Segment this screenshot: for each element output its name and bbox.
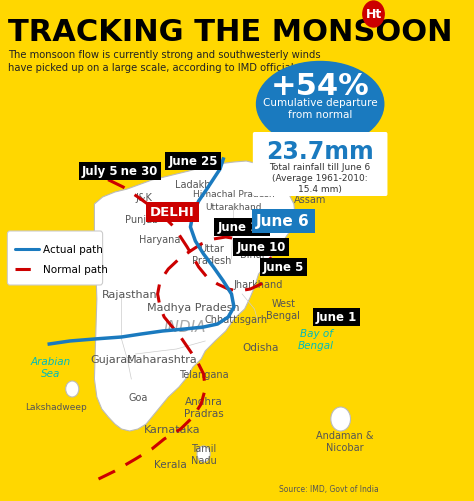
Text: Uttarakhand: Uttarakhand <box>206 203 262 212</box>
Text: INDIA: INDIA <box>164 320 206 335</box>
Text: Haryana: Haryana <box>139 234 181 244</box>
Text: 23.7mm: 23.7mm <box>266 140 374 164</box>
Text: Jharkhand: Jharkhand <box>234 280 283 290</box>
Polygon shape <box>94 162 295 431</box>
Text: July 5: July 5 <box>82 165 118 178</box>
Text: Actual path: Actual path <box>43 244 102 255</box>
Circle shape <box>363 2 384 28</box>
Text: Bay of
Bengal: Bay of Bengal <box>298 329 334 350</box>
Text: Madhya Pradesh: Madhya Pradesh <box>146 303 239 313</box>
Text: Himachal Pradesh: Himachal Pradesh <box>193 190 275 199</box>
Text: Assam: Assam <box>294 194 327 204</box>
Text: Chhattisgarh: Chhattisgarh <box>205 314 268 324</box>
FancyBboxPatch shape <box>8 231 102 286</box>
Text: TRACKING THE MONSOON: TRACKING THE MONSOON <box>8 18 453 47</box>
Text: Arunachal
Pradesh: Arunachal Pradesh <box>312 172 358 191</box>
Text: +54%: +54% <box>271 72 370 101</box>
Polygon shape <box>271 158 316 188</box>
FancyBboxPatch shape <box>253 133 387 196</box>
Text: June 6: June 6 <box>256 214 310 229</box>
Text: J&K: J&K <box>135 192 152 202</box>
Text: West
Bengal: West Bengal <box>266 299 300 320</box>
Text: Lakshadweep: Lakshadweep <box>25 403 87 412</box>
Text: Punjab: Punjab <box>125 214 158 224</box>
Text: Bihar: Bihar <box>240 249 266 260</box>
Text: Telangana: Telangana <box>179 369 228 379</box>
Text: Maharashtra: Maharashtra <box>127 354 198 364</box>
Text: Total rainfall till June 6
(Average 1961-2010:
15.4 mm): Total rainfall till June 6 (Average 1961… <box>270 163 371 194</box>
Text: June 1: June 1 <box>316 311 357 324</box>
Circle shape <box>197 446 210 462</box>
Text: Uttar
Pradesh: Uttar Pradesh <box>192 243 231 265</box>
Text: Source: IMD, Govt of India: Source: IMD, Govt of India <box>280 484 379 493</box>
Text: Andhra
Pradras: Andhra Pradras <box>184 396 223 418</box>
Ellipse shape <box>256 63 384 147</box>
Text: Normal path: Normal path <box>43 265 108 275</box>
Text: June 30: June 30 <box>109 165 158 178</box>
Text: Goa: Goa <box>128 392 147 402</box>
Circle shape <box>66 381 79 397</box>
Text: Andaman &
Nicobar: Andaman & Nicobar <box>316 430 374 452</box>
Text: Kerala: Kerala <box>155 459 187 469</box>
Text: DELHI: DELHI <box>150 206 195 219</box>
Text: The monsoon flow is currently strong and southwesterly winds
have picked up on a: The monsoon flow is currently strong and… <box>8 50 321 73</box>
Text: June 10: June 10 <box>237 241 286 254</box>
Text: June 15: June 15 <box>218 221 267 234</box>
Text: Ladakh: Ladakh <box>175 180 210 189</box>
Text: Rajasthan: Rajasthan <box>102 290 157 300</box>
Text: Odisha: Odisha <box>243 342 279 352</box>
Text: Arabian
Sea: Arabian Sea <box>31 357 71 378</box>
Text: June 25: June 25 <box>168 155 218 168</box>
Text: Karnataka: Karnataka <box>144 424 201 434</box>
Circle shape <box>331 407 350 431</box>
Text: Gujarat: Gujarat <box>90 354 132 364</box>
Text: Tamil
Nadu: Tamil Nadu <box>191 443 217 465</box>
Text: Cumulative departure
from normal: Cumulative departure from normal <box>263 98 377 120</box>
Text: Ht: Ht <box>365 9 382 22</box>
Text: June 5: June 5 <box>263 261 304 274</box>
